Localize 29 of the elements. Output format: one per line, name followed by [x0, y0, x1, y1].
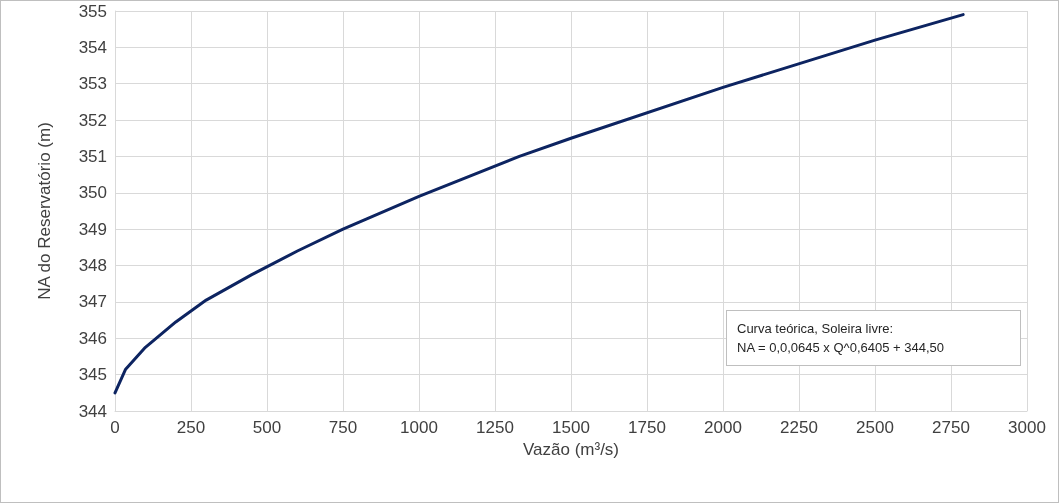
y-tick-label: 350	[78, 183, 107, 203]
x-tick-label: 1250	[476, 418, 514, 437]
y-tick-label: 345	[78, 365, 107, 385]
x-tick-label: 2250	[780, 418, 818, 437]
x-axis-title: Vazão (m³/s)	[522, 440, 620, 459]
x-tick-label: 1500	[552, 418, 590, 437]
x-tick-label: 1000	[400, 418, 438, 437]
x-tick-label: 2750	[932, 418, 970, 437]
x-tick-label: 0	[110, 418, 120, 437]
y-tick-label: 352	[78, 110, 107, 130]
x-tick-label: 500	[252, 418, 282, 437]
y-tick-label: 344	[78, 401, 107, 421]
y-tick-label: 348	[78, 256, 107, 276]
y-tick-label: 349	[78, 219, 107, 239]
y-tick-label: 346	[78, 328, 107, 348]
x-tick-label: 1750	[628, 418, 666, 437]
x-tick-label: 3000	[1008, 418, 1046, 437]
x-tick-label: 750	[328, 418, 358, 437]
x-tick-label: 2500	[856, 418, 894, 437]
x-tick-label: 2000	[704, 418, 742, 437]
y-tick-label: 354	[78, 37, 107, 57]
y-tick-label: 353	[78, 74, 107, 94]
line-series	[113, 13, 965, 395]
y-tick-label: 347	[78, 292, 107, 312]
x-tick-label: 250	[176, 418, 206, 437]
note-box: Curva teórica, Soleira livre: NA = 0,0,0645 x Q^0,6405 + 344,50	[726, 310, 1021, 366]
y-axis-title: NA do Reservatório (m)	[35, 122, 54, 300]
y-tick-label: 355	[78, 1, 107, 21]
y-tick-label: 351	[78, 146, 107, 166]
